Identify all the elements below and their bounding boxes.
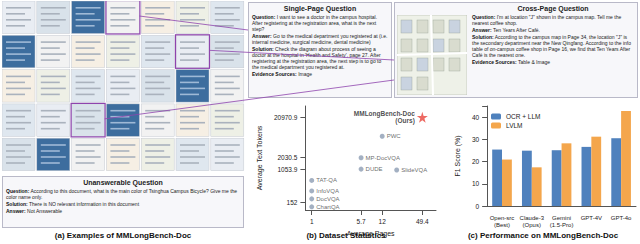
- html-text:Answer: Not Answerable: Answer: Not Answerable: [6, 208, 63, 214]
- svg-text:DocVQA: DocVQA: [316, 196, 339, 202]
- svg-text:(Best): (Best): [494, 222, 510, 228]
- svg-text:12: 12: [379, 218, 387, 225]
- svg-text:Average Text Tokens: Average Text Tokens: [256, 125, 264, 190]
- svg-text:49.4: 49.4: [416, 218, 429, 225]
- svg-text:Gemini: Gemini: [552, 215, 571, 221]
- svg-text:LVLM: LVLM: [506, 122, 523, 129]
- html-text:Answer: Go to the medical depa: Answer: Go to the medical department you…: [252, 33, 388, 45]
- svg-text:152: 152: [287, 199, 298, 206]
- html-text:Evidence Sources: Table & Imag: Evidence Sources: Table & Image: [472, 59, 550, 65]
- svg-text:DUDE: DUDE: [366, 166, 383, 172]
- svg-text:OCR + LLM: OCR + LLM: [506, 113, 541, 120]
- svg-text:10: 10: [472, 180, 480, 187]
- html-text:Cross-Page Question: Cross-Page Question: [517, 5, 589, 12]
- svg-text:(Ours): (Ours): [395, 117, 415, 125]
- svg-text:40: 40: [472, 114, 480, 121]
- svg-text:SlideVQA: SlideVQA: [401, 167, 427, 173]
- svg-text:MMLongBench-Doc: MMLongBench-Doc: [353, 110, 415, 118]
- svg-text:30: 30: [472, 136, 480, 143]
- html-text:Solution: According to the cam: Solution: According to the campus map in…: [472, 34, 631, 58]
- svg-text:5.7: 5.7: [357, 218, 366, 225]
- svg-text:GPT-4o: GPT-4o: [611, 215, 632, 221]
- svg-text:0: 0: [476, 203, 480, 210]
- html-text:Question: I'm at location "J": Question: I'm at location "J" shown in t…: [472, 14, 622, 26]
- svg-text:GPT-4V: GPT-4V: [581, 215, 602, 221]
- html-text:Solution: Check the diagram ab: Solution: Check the diagram about proces…: [252, 46, 382, 70]
- svg-text:InfoVQA: InfoVQA: [316, 188, 339, 194]
- svg-text:(b) Dataset Statistics: (b) Dataset Statistics: [306, 231, 386, 240]
- svg-text:(1.5-Pro): (1.5-Pro): [550, 222, 574, 228]
- html-text:Answer: Ten Years After Café.: Answer: Ten Years After Café.: [472, 27, 540, 33]
- html-text:Solution: There is NO relevant: Solution: There is NO relevant informati…: [6, 201, 139, 207]
- html-text:Evidence Sources: Image: Evidence Sources: Image: [252, 71, 312, 77]
- html-text:Unanswerable Question: Unanswerable Question: [83, 179, 163, 186]
- svg-text:2030.5: 2030.5: [278, 154, 298, 161]
- html-text:Question: According to this do: Question: According to this document, wh…: [6, 188, 238, 200]
- html-text:Question: I want to see a doct: Question: I want to see a doctor in the …: [252, 14, 378, 32]
- html-text:Single-Page Question: Single-Page Question: [283, 5, 357, 12]
- svg-text:20970.9: 20970.9: [274, 114, 298, 121]
- html-text:(a) Examples of MMLongBench-Do: (a) Examples of MMLongBench-Doc: [54, 231, 192, 240]
- svg-text:MP-DocVQA: MP-DocVQA: [366, 155, 400, 161]
- svg-text:PWC: PWC: [387, 133, 402, 139]
- svg-text:Open-src: Open-src: [490, 215, 515, 221]
- svg-text:(Opus): (Opus): [523, 222, 541, 228]
- svg-text:ChartQA: ChartQA: [316, 204, 339, 210]
- svg-text:Claude-3: Claude-3: [520, 215, 545, 221]
- svg-text:1: 1: [310, 218, 314, 225]
- svg-text:20: 20: [472, 158, 480, 165]
- svg-text:F1 Score (%): F1 Score (%): [454, 135, 462, 176]
- svg-text:(c) Performance on MMLongBench: (c) Performance on MMLongBench-Doc: [468, 231, 619, 240]
- svg-text:1053.9: 1053.9: [278, 166, 298, 173]
- svg-text:TAT-QA: TAT-QA: [316, 177, 337, 183]
